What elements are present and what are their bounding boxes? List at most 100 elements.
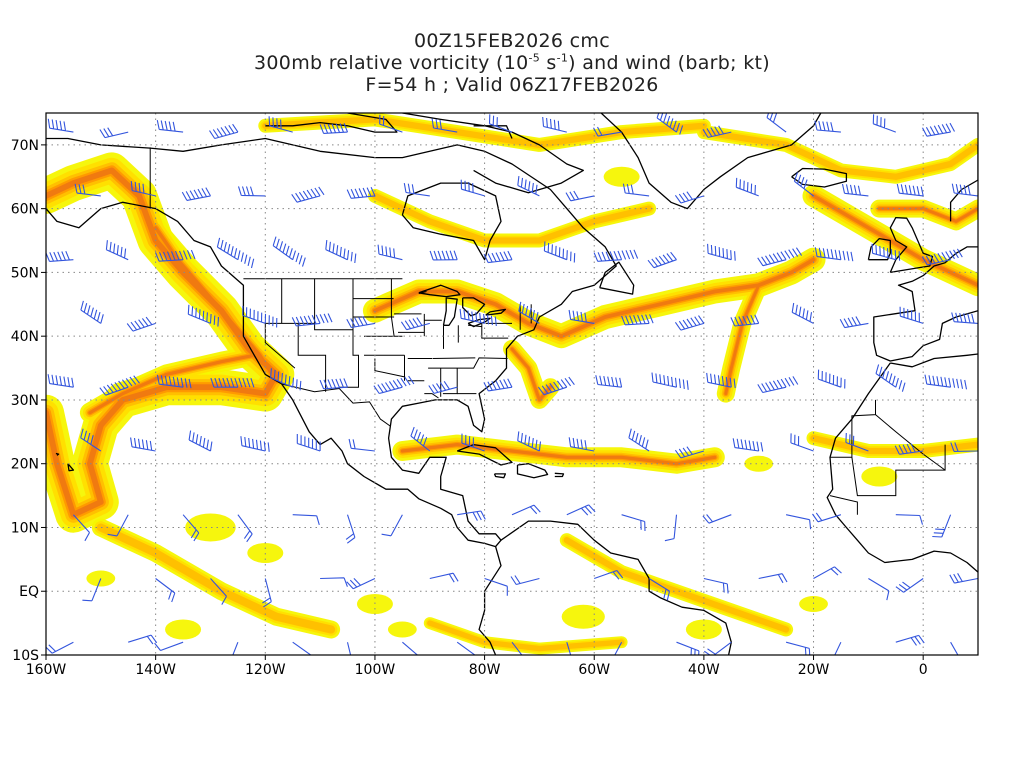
wind-barb [651,372,689,390]
wind-barb [518,301,540,324]
wind-barb [921,248,963,266]
wind-barb [899,306,924,324]
wind-barb [622,183,650,197]
wind-barb [346,578,376,590]
wind-barb [130,181,156,197]
lon-tick-label: 80W [469,662,501,678]
vorticity-blob [387,621,417,638]
wind-barb [537,376,575,396]
coastline-path [46,201,496,548]
vorticity-blob [165,619,202,640]
wind-barb [924,374,968,390]
coastline-path [418,284,461,298]
wind-barb [488,114,513,133]
state-border [418,291,427,294]
country-border [851,444,946,497]
coastline-path [493,473,507,479]
vorticity-band [724,283,761,396]
coastline-path [265,113,398,133]
wind-barb [210,578,227,605]
wind-barb [511,504,541,516]
wind-barbs [46,113,978,655]
lat-tick-label: 60N [11,202,39,218]
wind-barb [932,514,952,538]
wind-barb [517,431,542,452]
lon-tick-label: 100W [355,662,396,678]
wind-barb [790,433,814,452]
coastline-path [600,113,822,210]
wind-barb [296,434,321,452]
wind-barb [346,186,376,199]
vorticity-band [700,128,978,180]
title-line-3: F=54 h ; Valid 06Z17FEB2026 [365,74,659,96]
state-border [428,357,508,369]
wind-barb [232,641,239,655]
wind-barb [702,514,732,524]
wind-barb [950,442,978,452]
wind-barb [566,504,596,516]
wind-barb [895,634,925,646]
wind-barb [568,309,595,324]
wind-barb [237,514,253,543]
wind-barb [664,514,678,542]
wind-barb [319,378,349,390]
wind-barb [262,578,272,608]
lon-tick-label: 120W [245,662,286,678]
wind-barb [703,577,729,594]
state-border [264,323,296,369]
wind-barb [483,250,513,264]
lat-tick-label: 50N [11,265,39,281]
wind-barb [814,247,854,262]
wind-barb [648,578,671,601]
lat-tick-label: 20N [11,457,39,473]
country-border [875,414,946,471]
wind-barb [80,300,104,324]
plot-frame [45,112,979,656]
wind-barb [82,578,102,602]
vorticity-band [371,192,653,244]
coastline-path [55,452,60,456]
wind-barb [568,437,595,452]
coastline-path [401,182,502,261]
wind-barb [895,514,924,525]
wind-barb [242,305,278,328]
wind-barb [676,641,700,655]
wind-barb [702,125,732,138]
wind-barb [543,241,576,263]
wind-barb [872,114,896,133]
wind-barb [757,376,799,394]
wind-barb [107,514,129,537]
wind-barb [346,316,375,329]
state-border [432,357,476,359]
wind-barb [428,380,458,394]
wind-barb [894,443,924,455]
wind-barb [594,569,624,580]
coastline-path [791,167,848,188]
wind-barb [674,446,705,459]
wind-barb [182,514,200,542]
coastline-path [867,237,891,261]
state-border [374,358,406,378]
wind-barb [187,304,220,327]
vorticity-band [427,620,625,652]
wind-barb [457,510,486,521]
wind-barb [484,577,508,596]
wind-barb [379,114,403,133]
wind-barb [381,514,403,537]
wind-barb [758,573,788,584]
wind-barb [793,172,814,197]
coastline-path [599,261,635,295]
lat-tick-label: 70N [11,138,39,154]
wind-barb [593,126,622,137]
vorticity-band [153,226,279,383]
vorticity-band [373,257,816,339]
wind-barb [319,123,349,134]
wind-barb [949,573,978,584]
wind-barb [128,634,158,645]
wind-barb [766,113,787,133]
vorticity-blob [561,604,605,629]
title-line-2: 300mb relative vorticity (10-5 s-1) and … [254,51,770,74]
coastline-path [478,546,502,655]
wind-barb [105,240,129,261]
